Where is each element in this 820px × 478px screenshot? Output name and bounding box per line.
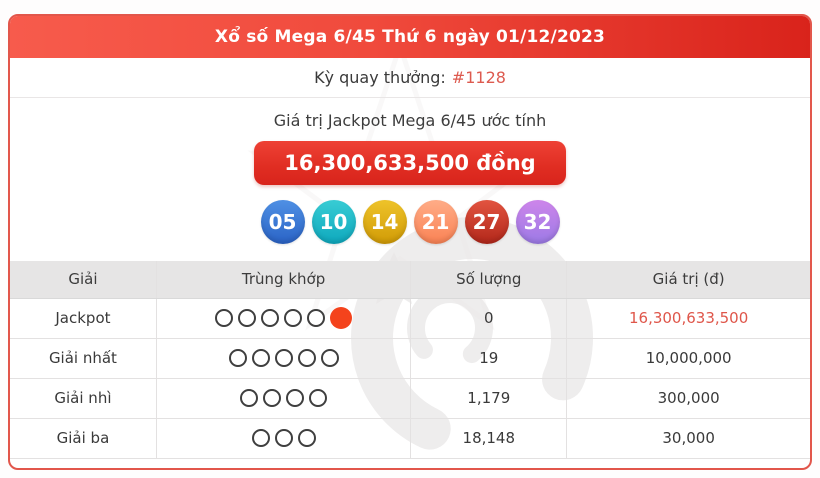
lottery-ball: 27 (464, 200, 509, 244)
match-circle-outline (228, 349, 247, 367)
match-circle-outline (251, 429, 270, 447)
match-cell (156, 298, 412, 338)
match-circle-outline (261, 309, 280, 327)
table-row: Giải nhất 19 10,000,000 (10, 337, 810, 378)
match-cell (156, 417, 412, 459)
prize-cell: Jackpot (10, 298, 157, 338)
prize-cell: Giải nhất (10, 337, 157, 378)
jackpot-title: Giá trị Jackpot Mega 6/45 ước tính (273, 111, 547, 130)
match-circle-outline (274, 349, 293, 367)
jackpot-amount-button[interactable]: 16,300,633,500 đồng (254, 141, 566, 185)
prize-cell: Giải ba (10, 417, 157, 459)
column-header-value: Giá trị (đ) (566, 261, 810, 299)
lottery-result-card: Xổ số Mega 6/45 Thứ 6 ngày 01/12/2023 Kỳ… (8, 14, 812, 470)
match-circle-filled (330, 307, 353, 329)
quantity-cell: 19 (410, 337, 568, 378)
column-header-prize: Giải (10, 261, 157, 299)
match-circle-outline (307, 309, 326, 327)
value-cell: 30,000 (566, 417, 810, 459)
match-circle-outline (238, 309, 257, 327)
prize-cell: Giải nhì (10, 377, 157, 418)
match-circle-outline (284, 309, 303, 327)
match-circle-outline (297, 349, 316, 367)
value-cell: 10,000,000 (566, 337, 810, 378)
results-table: Giải Trùng khớp Số lượng Giá trị (đ) Jac… (10, 261, 810, 459)
match-circle-outline (297, 429, 316, 447)
column-header-quantity: Số lượng (410, 261, 568, 299)
value-cell: 16,300,633,500 (628, 309, 749, 327)
quantity-cell: 18,148 (410, 417, 568, 459)
table-row: Jackpot 0 16,300,633,500 (10, 298, 810, 338)
quantity-cell: 0 (410, 298, 568, 338)
match-circle-outline (286, 389, 305, 407)
lottery-ball: 05 (260, 200, 305, 244)
draw-number: #1128 (451, 68, 506, 87)
header-bar: Xổ số Mega 6/45 Thứ 6 ngày 01/12/2023 (10, 16, 810, 58)
lottery-ball: 10 (311, 200, 356, 244)
match-circle-outline (320, 349, 339, 367)
value-cell: 300,000 (566, 377, 810, 418)
draw-label: Kỳ quay thưởng: (314, 68, 446, 87)
match-circle-outline (309, 389, 328, 407)
table-row: Giải ba 18,148 30,000 (10, 417, 810, 459)
table-row: Giải nhì 1,179 300,000 (10, 377, 810, 418)
match-circle-outline (251, 349, 270, 367)
lottery-ball: 14 (362, 200, 407, 244)
draw-info: Kỳ quay thưởng: #1128 (10, 58, 810, 98)
quantity-cell: 1,179 (410, 377, 568, 418)
match-circle-outline (263, 389, 282, 407)
match-circle-outline (215, 309, 234, 327)
match-cell (156, 337, 412, 378)
match-cell (156, 377, 412, 418)
page-title: Xổ số Mega 6/45 Thứ 6 ngày 01/12/2023 (214, 27, 606, 47)
match-circle-outline (240, 389, 259, 407)
match-circle-outline (274, 429, 293, 447)
table-header-row: Giải Trùng khớp Số lượng Giá trị (đ) (10, 261, 810, 299)
winning-numbers: 05 10 14 21 27 32 (10, 200, 810, 244)
column-header-match: Trùng khớp (156, 261, 412, 299)
lottery-ball: 21 (413, 200, 458, 244)
lottery-ball: 32 (515, 200, 560, 244)
jackpot-section: Giá trị Jackpot Mega 6/45 ước tính 16,30… (10, 111, 810, 244)
